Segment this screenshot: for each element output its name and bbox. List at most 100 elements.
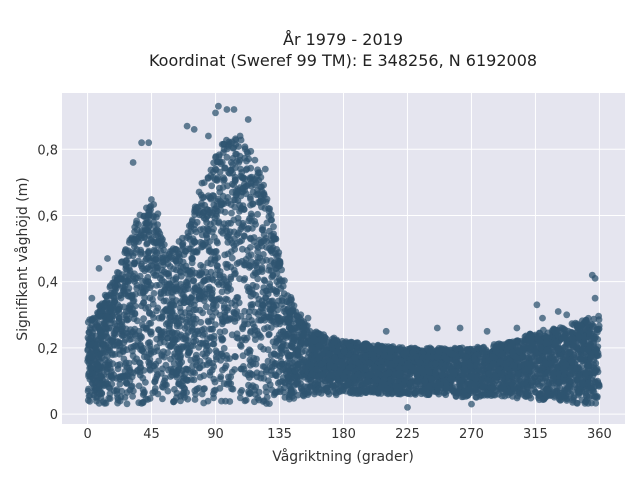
data-point	[383, 385, 391, 392]
data-point	[417, 385, 425, 393]
data-point	[524, 384, 532, 392]
data-point	[536, 329, 544, 337]
data-point	[178, 290, 186, 298]
data-point	[219, 336, 227, 343]
data-point	[178, 313, 186, 320]
data-point	[260, 251, 267, 258]
data-point	[221, 208, 229, 216]
data-point	[170, 265, 178, 273]
data-point	[197, 318, 205, 326]
data-point	[114, 306, 122, 314]
data-point	[129, 393, 137, 400]
data-point	[432, 368, 439, 376]
data-point	[223, 153, 231, 161]
data-point	[182, 278, 190, 286]
data-point	[185, 312, 193, 320]
data-point	[203, 225, 211, 233]
data-point	[135, 382, 143, 390]
data-point	[265, 377, 272, 384]
data-point	[230, 266, 238, 274]
data-point	[223, 264, 231, 271]
data-point	[462, 392, 470, 400]
data-point	[162, 361, 170, 369]
data-point	[160, 380, 167, 387]
data-point	[93, 397, 100, 405]
data-point	[281, 308, 288, 315]
data-point	[214, 262, 221, 270]
data-point	[290, 374, 298, 382]
data-point	[221, 328, 229, 335]
data-point	[236, 394, 244, 402]
data-point	[247, 258, 255, 265]
data-point	[577, 355, 584, 363]
data-point	[590, 341, 597, 348]
data-point	[182, 332, 190, 339]
data-point	[188, 218, 196, 225]
data-point	[254, 275, 262, 283]
data-point	[182, 248, 190, 255]
data-point	[373, 369, 381, 377]
data-point	[529, 377, 537, 385]
data-point	[282, 315, 289, 323]
data-point	[231, 196, 239, 204]
data-point	[315, 355, 322, 363]
data-point	[111, 287, 119, 294]
data-point	[256, 236, 264, 244]
data-point	[232, 136, 240, 144]
data-point	[219, 352, 227, 360]
data-point	[245, 285, 253, 292]
data-point	[311, 380, 319, 388]
data-point	[306, 327, 314, 335]
data-point	[189, 363, 196, 370]
data-point	[101, 301, 108, 309]
data-point	[268, 364, 276, 371]
data-point	[252, 221, 259, 228]
data-point	[233, 334, 241, 341]
data-points	[84, 102, 603, 411]
data-point	[247, 164, 255, 172]
data-point	[294, 380, 302, 388]
data-point	[163, 281, 171, 288]
data-point	[542, 333, 550, 341]
data-point	[193, 283, 201, 290]
data-point	[139, 278, 146, 285]
data-point	[204, 276, 212, 283]
data-point	[164, 270, 172, 278]
data-point	[122, 263, 130, 270]
data-point	[197, 261, 205, 269]
data-point	[556, 352, 564, 359]
data-point	[193, 249, 201, 256]
data-point	[253, 191, 260, 199]
data-point	[183, 389, 191, 396]
data-point	[588, 392, 596, 400]
data-point	[326, 350, 333, 358]
data-point	[254, 166, 261, 174]
data-point	[501, 392, 509, 400]
data-point	[120, 311, 128, 319]
data-point	[258, 187, 266, 195]
data-point	[243, 334, 251, 342]
data-point	[241, 261, 249, 269]
data-point	[187, 356, 195, 364]
data-point	[548, 354, 556, 361]
data-point	[115, 269, 123, 277]
data-point	[313, 366, 320, 373]
data-point	[112, 326, 120, 334]
data-point	[94, 341, 101, 348]
data-point	[166, 314, 173, 321]
data-point	[491, 372, 499, 379]
data-point	[164, 349, 172, 357]
data-point	[155, 357, 163, 365]
data-point	[149, 389, 157, 397]
data-point	[145, 228, 153, 236]
data-point	[191, 320, 199, 327]
data-point	[399, 389, 406, 397]
data-point	[123, 329, 130, 337]
data-point	[135, 257, 142, 265]
data-point	[513, 394, 521, 402]
data-point	[146, 284, 154, 292]
data-point	[583, 392, 590, 400]
data-point	[573, 400, 581, 407]
data-point	[568, 329, 576, 337]
